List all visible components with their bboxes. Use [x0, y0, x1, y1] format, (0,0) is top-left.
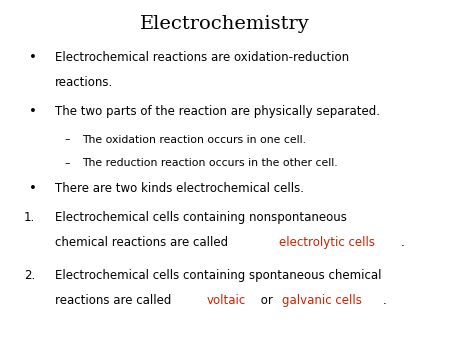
- Text: The oxidation reaction occurs in one cell.: The oxidation reaction occurs in one cel…: [82, 135, 306, 145]
- Text: 1.: 1.: [24, 211, 36, 224]
- Text: electrolytic cells: electrolytic cells: [279, 236, 375, 249]
- Text: 2.: 2.: [24, 269, 36, 282]
- Text: Electrochemical reactions are oxidation-reduction: Electrochemical reactions are oxidation-…: [55, 51, 349, 65]
- Text: –: –: [64, 159, 70, 168]
- Text: There are two kinds electrochemical cells.: There are two kinds electrochemical cell…: [55, 182, 304, 195]
- Text: reactions.: reactions.: [55, 76, 113, 89]
- Text: •: •: [29, 51, 36, 65]
- Text: reactions are called: reactions are called: [55, 293, 176, 307]
- Text: –: –: [64, 135, 70, 145]
- Text: or: or: [257, 293, 276, 307]
- Text: Electrochemistry: Electrochemistry: [140, 15, 310, 33]
- Text: •: •: [29, 105, 36, 118]
- Text: voltaic: voltaic: [207, 293, 246, 307]
- Text: The two parts of the reaction are physically separated.: The two parts of the reaction are physic…: [55, 105, 380, 118]
- Text: Electrochemical cells containing nonspontaneous: Electrochemical cells containing nonspon…: [55, 211, 347, 224]
- Text: .: .: [382, 293, 386, 307]
- Text: .: .: [400, 236, 404, 249]
- Text: Electrochemical cells containing spontaneous chemical: Electrochemical cells containing spontan…: [55, 269, 382, 282]
- Text: •: •: [29, 182, 36, 195]
- Text: galvanic cells: galvanic cells: [282, 293, 361, 307]
- Text: chemical reactions are called: chemical reactions are called: [55, 236, 232, 249]
- Text: The reduction reaction occurs in the other cell.: The reduction reaction occurs in the oth…: [82, 159, 338, 168]
